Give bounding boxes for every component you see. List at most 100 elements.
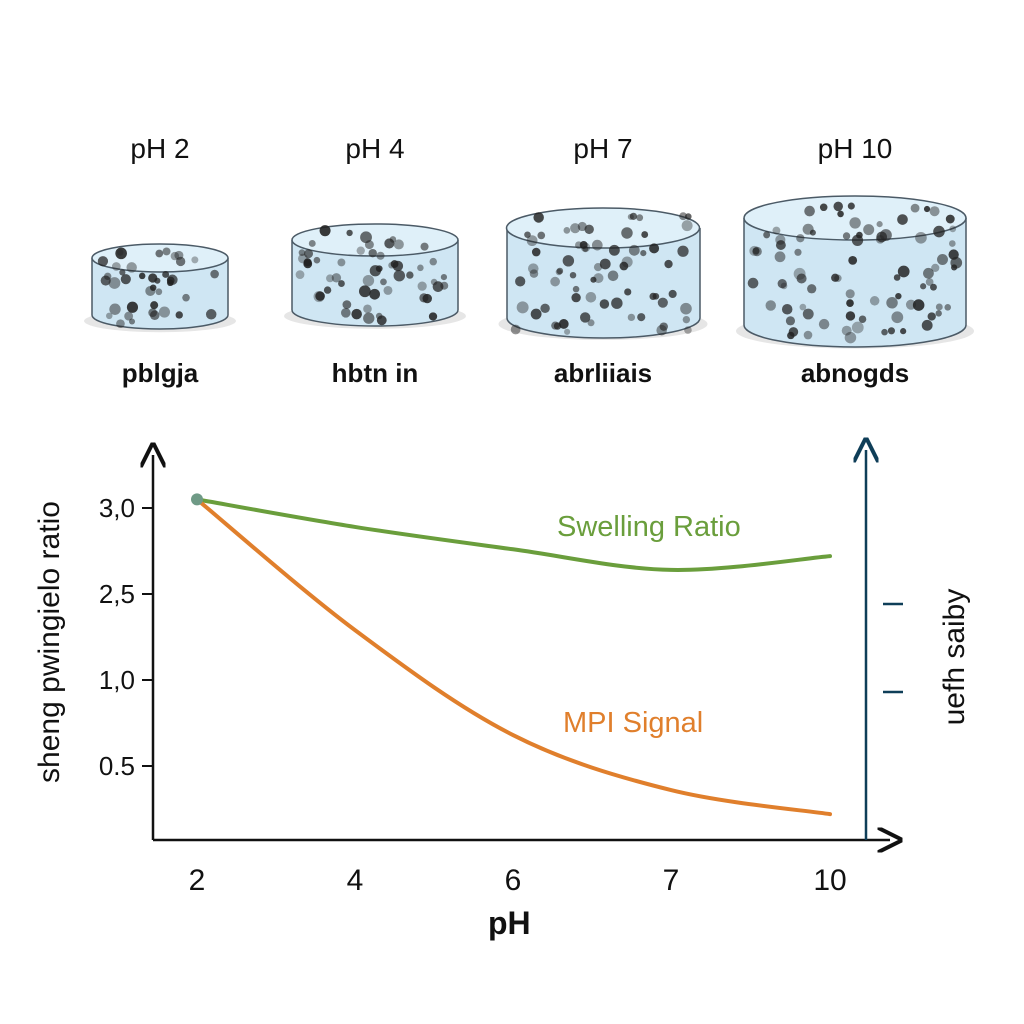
particle	[608, 244, 620, 256]
particle	[684, 213, 692, 220]
particle	[175, 256, 186, 267]
particle	[912, 299, 925, 311]
particle	[313, 256, 321, 264]
particle	[551, 321, 560, 330]
particle	[607, 270, 619, 282]
particle	[155, 288, 163, 296]
particle	[910, 203, 920, 213]
particle	[533, 212, 544, 223]
particle	[624, 288, 632, 296]
particle	[182, 293, 190, 302]
particle	[119, 269, 126, 276]
particle	[680, 302, 692, 315]
particle	[191, 256, 199, 264]
particle	[138, 272, 146, 280]
particle	[326, 274, 334, 283]
particle	[937, 254, 948, 265]
particle	[619, 261, 629, 271]
particle	[780, 282, 788, 290]
particle	[540, 303, 550, 314]
particle	[315, 291, 325, 301]
particle	[785, 316, 796, 326]
particle	[556, 267, 564, 275]
particle	[851, 321, 864, 334]
disc-caption: abnogds	[800, 358, 910, 388]
particle	[342, 300, 352, 309]
disc-body	[291, 240, 459, 327]
hydrogel-disc	[84, 243, 236, 333]
x-tick-label: 4	[347, 864, 364, 897]
particle	[562, 255, 575, 267]
particle	[356, 246, 365, 255]
particle	[799, 303, 807, 311]
particle	[331, 273, 342, 283]
particle	[796, 234, 805, 243]
particle	[205, 309, 217, 320]
particle	[818, 318, 830, 330]
particle	[558, 318, 569, 329]
particle	[935, 310, 942, 317]
particle	[804, 205, 815, 217]
particle	[362, 274, 375, 287]
y-tick-label: 2,5	[99, 579, 135, 609]
start-point	[191, 493, 203, 506]
y-tick-label: 0.5	[99, 751, 135, 781]
particle	[599, 258, 611, 270]
particle	[524, 231, 531, 239]
particle	[116, 249, 124, 256]
particle	[775, 240, 786, 250]
particle	[417, 264, 424, 272]
particle	[210, 269, 219, 279]
particle	[162, 247, 171, 256]
particle	[893, 274, 901, 281]
y-tick-label: 3,0	[99, 493, 135, 523]
particle	[897, 214, 908, 225]
particle	[923, 267, 934, 279]
particle	[384, 238, 395, 249]
x-axis-label: pH	[488, 905, 531, 941]
particle	[752, 247, 760, 255]
particle	[844, 331, 857, 344]
particle	[848, 255, 858, 265]
particle	[295, 270, 305, 280]
particle	[837, 210, 844, 218]
particle	[526, 235, 538, 247]
particle	[775, 234, 786, 245]
particle	[819, 203, 828, 212]
disc-top	[505, 207, 701, 249]
particle	[115, 247, 127, 260]
particle	[891, 311, 904, 324]
particle	[628, 244, 640, 256]
particle	[949, 225, 957, 233]
particle	[158, 306, 170, 318]
x-tick-label: 6	[505, 864, 522, 897]
particle	[422, 293, 432, 304]
particle	[807, 284, 817, 294]
particle	[951, 264, 958, 271]
particle	[569, 271, 577, 279]
particle	[363, 312, 375, 324]
particle	[303, 258, 312, 267]
particle	[308, 240, 316, 247]
particle	[881, 328, 888, 336]
particle	[925, 278, 934, 286]
particle	[515, 276, 526, 287]
particle	[97, 256, 109, 267]
particle	[664, 259, 673, 269]
particle	[929, 206, 940, 217]
particle	[879, 229, 892, 242]
particle	[319, 225, 331, 237]
particle	[510, 324, 521, 335]
particle	[530, 308, 542, 320]
particle	[802, 308, 814, 320]
x-tick-label: 10	[813, 864, 846, 897]
particle	[155, 249, 164, 258]
particle	[833, 201, 843, 212]
particle	[126, 262, 137, 273]
x-tick-label: 7	[663, 864, 680, 897]
particle	[440, 274, 448, 281]
particle	[150, 301, 159, 310]
legend-mpi-signal: MPI Signal	[563, 707, 704, 739]
